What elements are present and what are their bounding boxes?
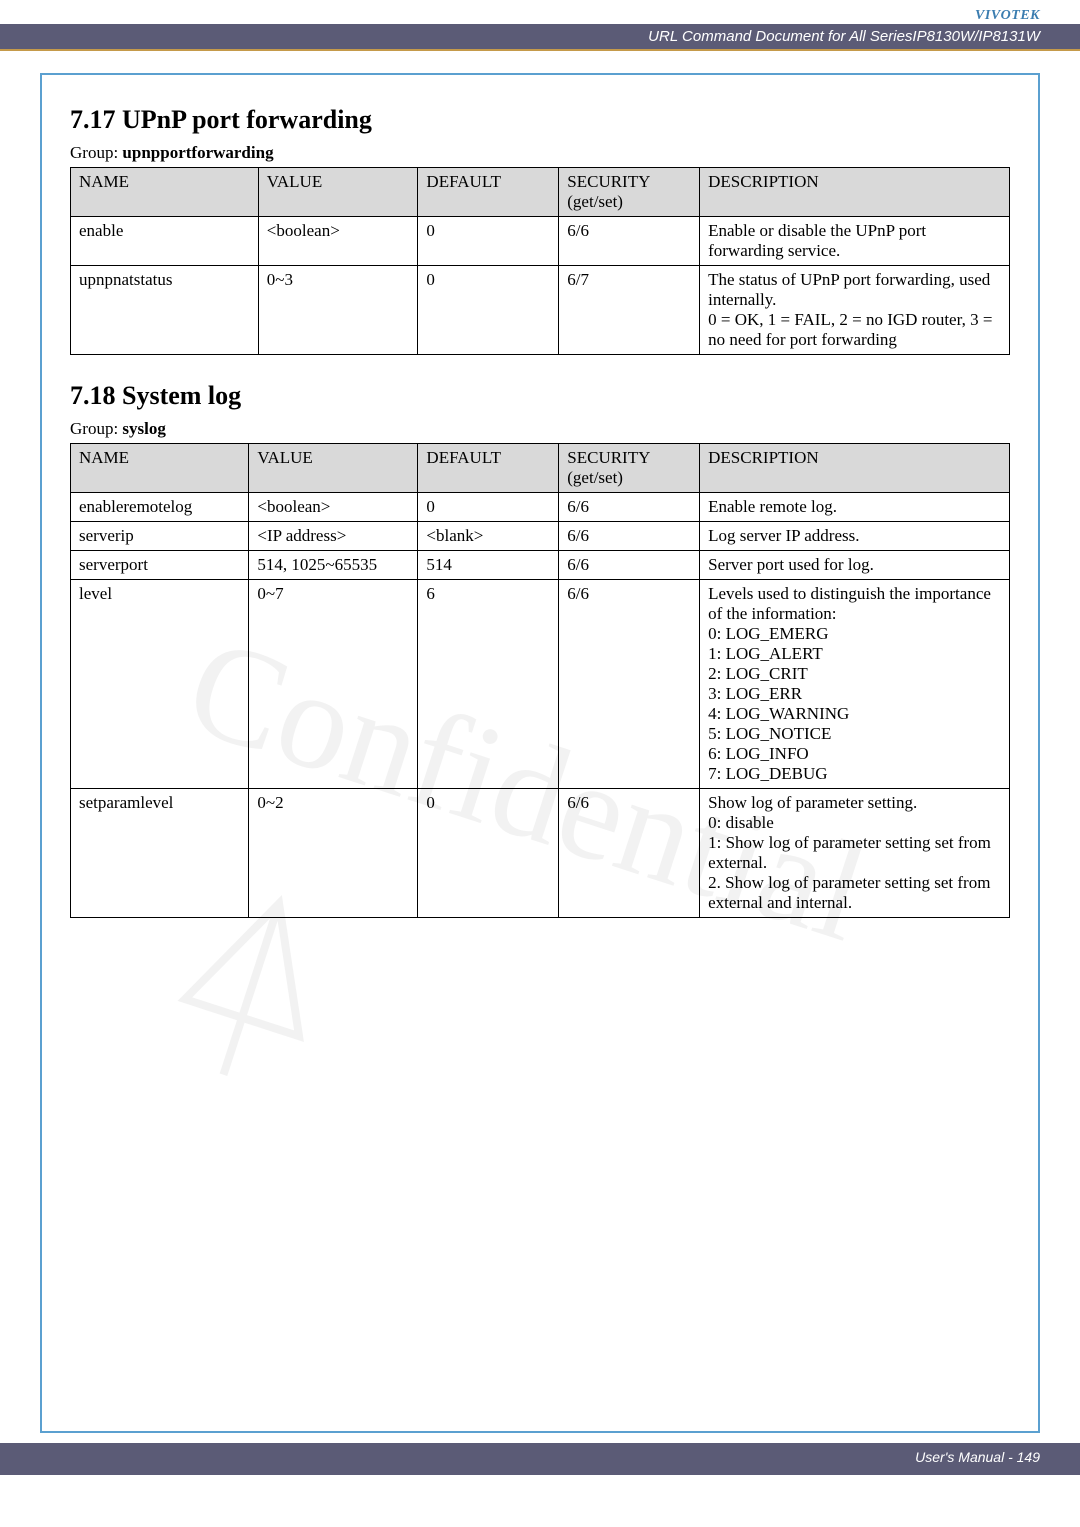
header-bar: VIVOTEK bbox=[0, 0, 1080, 24]
col-default: DEFAULT bbox=[418, 168, 559, 217]
cell-security: 6/6 bbox=[559, 217, 700, 266]
section-heading-syslog: 7.18 System log bbox=[70, 381, 1010, 411]
cell-name: setparamlevel bbox=[71, 789, 249, 918]
table-row: setparamlevel 0~2 0 6/6 Show log of para… bbox=[71, 789, 1010, 918]
brand-label: VIVOTEK bbox=[40, 8, 1040, 24]
col-name: NAME bbox=[71, 444, 249, 493]
cell-security: 6/6 bbox=[559, 789, 700, 918]
cell-security: 6/6 bbox=[559, 493, 700, 522]
cell-default: 6 bbox=[418, 580, 559, 789]
cell-security: 6/6 bbox=[559, 551, 700, 580]
cell-desc: Levels used to distinguish the importanc… bbox=[700, 580, 1010, 789]
table-row: serverport 514, 1025~65535 514 6/6 Serve… bbox=[71, 551, 1010, 580]
cell-default: 514 bbox=[418, 551, 559, 580]
col-value: VALUE bbox=[258, 168, 418, 217]
cell-desc: Enable remote log. bbox=[700, 493, 1010, 522]
cell-value: 0~3 bbox=[258, 266, 418, 355]
cell-value: 0~7 bbox=[249, 580, 418, 789]
group-line-upnp: Group: upnpportforwarding bbox=[70, 143, 1010, 163]
col-security: SECURITY (get/set) bbox=[559, 168, 700, 217]
cell-value: 0~2 bbox=[249, 789, 418, 918]
cell-value: <IP address> bbox=[249, 522, 418, 551]
cell-name: level bbox=[71, 580, 249, 789]
cell-default: 0 bbox=[418, 266, 559, 355]
col-value: VALUE bbox=[249, 444, 418, 493]
page-frame: Confidential 7.17 UPnP port forwarding G… bbox=[40, 73, 1040, 1433]
cell-value: <boolean> bbox=[258, 217, 418, 266]
cell-value: <boolean> bbox=[249, 493, 418, 522]
table-syslog: NAME VALUE DEFAULT SECURITY (get/set) DE… bbox=[70, 443, 1010, 918]
cell-name: serverport bbox=[71, 551, 249, 580]
table-row: level 0~7 6 6/6 Levels used to distingui… bbox=[71, 580, 1010, 789]
col-name: NAME bbox=[71, 168, 259, 217]
col-default: DEFAULT bbox=[418, 444, 559, 493]
group-line-syslog: Group: syslog bbox=[70, 419, 1010, 439]
cell-default: 0 bbox=[418, 493, 559, 522]
group-name: syslog bbox=[122, 419, 165, 438]
table-header-row: NAME VALUE DEFAULT SECURITY (get/set) DE… bbox=[71, 444, 1010, 493]
cell-desc: The status of UPnP port forwarding, used… bbox=[700, 266, 1010, 355]
cell-name: enable bbox=[71, 217, 259, 266]
cell-default: 0 bbox=[418, 217, 559, 266]
cell-desc: Log server IP address. bbox=[700, 522, 1010, 551]
page-footer: User's Manual - 149 bbox=[0, 1443, 1080, 1475]
table-header-row: NAME VALUE DEFAULT SECURITY (get/set) DE… bbox=[71, 168, 1010, 217]
table-row: upnpnatstatus 0~3 0 6/7 The status of UP… bbox=[71, 266, 1010, 355]
cell-default: 0 bbox=[418, 789, 559, 918]
cell-security: 6/6 bbox=[559, 522, 700, 551]
table-row: enableremotelog <boolean> 0 6/6 Enable r… bbox=[71, 493, 1010, 522]
group-name: upnpportforwarding bbox=[122, 143, 273, 162]
cell-security: 6/7 bbox=[559, 266, 700, 355]
group-label: Group: bbox=[70, 419, 122, 438]
cell-name: serverip bbox=[71, 522, 249, 551]
cell-security: 6/6 bbox=[559, 580, 700, 789]
table-row: enable <boolean> 0 6/6 Enable or disable… bbox=[71, 217, 1010, 266]
doc-title: URL Command Document for All SeriesIP813… bbox=[0, 24, 1080, 51]
col-description: DESCRIPTION bbox=[700, 168, 1010, 217]
col-security: SECURITY (get/set) bbox=[559, 444, 700, 493]
cell-desc: Server port used for log. bbox=[700, 551, 1010, 580]
cell-name: enableremotelog bbox=[71, 493, 249, 522]
table-upnp: NAME VALUE DEFAULT SECURITY (get/set) DE… bbox=[70, 167, 1010, 355]
table-row: serverip <IP address> <blank> 6/6 Log se… bbox=[71, 522, 1010, 551]
section-heading-upnp: 7.17 UPnP port forwarding bbox=[70, 105, 1010, 135]
cell-desc: Show log of parameter setting.0: disable… bbox=[700, 789, 1010, 918]
cell-default: <blank> bbox=[418, 522, 559, 551]
col-description: DESCRIPTION bbox=[700, 444, 1010, 493]
cell-value: 514, 1025~65535 bbox=[249, 551, 418, 580]
group-label: Group: bbox=[70, 143, 122, 162]
cell-name: upnpnatstatus bbox=[71, 266, 259, 355]
cell-desc: Enable or disable the UPnP port forwardi… bbox=[700, 217, 1010, 266]
